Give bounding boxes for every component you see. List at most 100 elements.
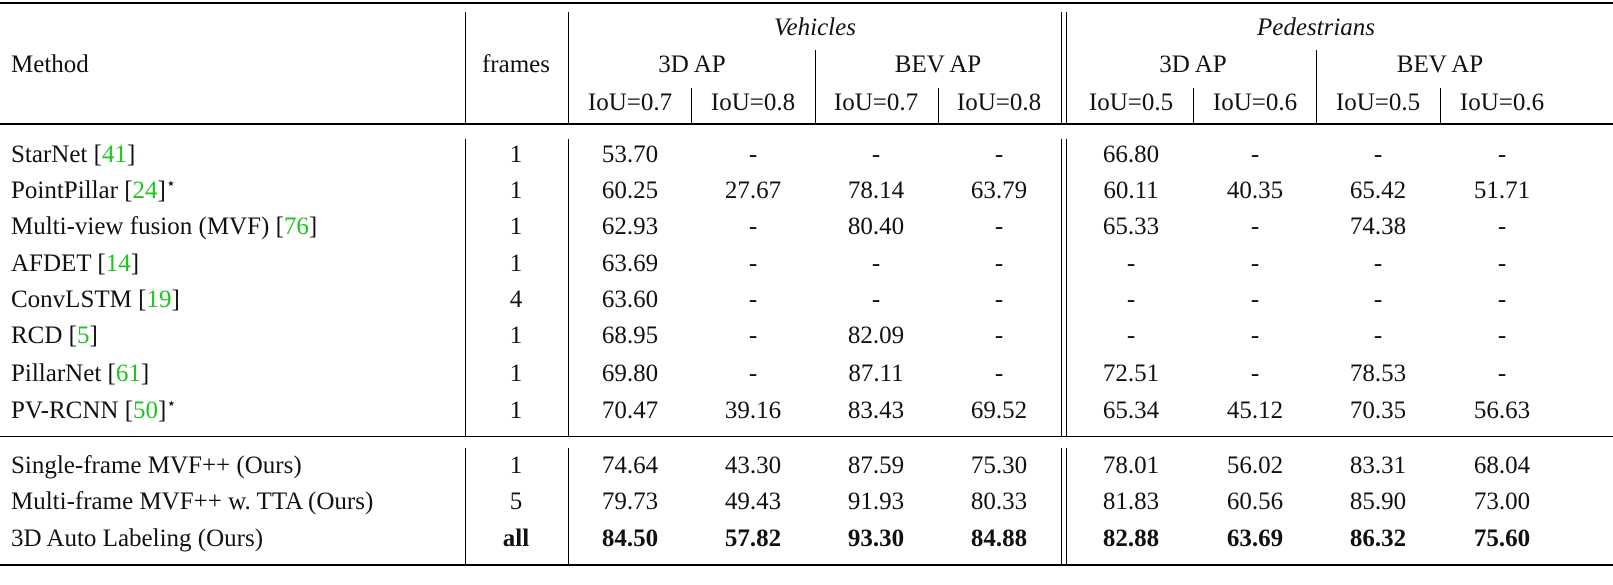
method-label: ConvLSTM [ (11, 286, 147, 313)
metric-cell: 82.88 (1102, 525, 1160, 552)
metric-cell: 69.80 (601, 360, 659, 387)
metric-cell: - (1373, 322, 1383, 349)
citation-bracket: ] (130, 250, 140, 277)
metric-cell: 75.60 (1473, 525, 1531, 552)
section-rule (0, 436, 1613, 437)
frames-cell: 5 (509, 488, 523, 515)
metric-cell: 87.59 (847, 452, 905, 479)
metric-cell: 78.53 (1349, 360, 1407, 387)
citation-bracket: ] (126, 141, 136, 168)
method-name: Multi-view fusion (MVF) [76] (11, 212, 317, 242)
metric-cell: - (1373, 250, 1383, 277)
method-label: Multi-view fusion (MVF) [ (11, 213, 284, 240)
metric-cell: 80.33 (970, 488, 1028, 515)
frames-cell: 1 (509, 322, 523, 349)
metric-cell: - (1250, 213, 1260, 240)
metric-cell: 82.09 (847, 322, 905, 349)
metric-cell: - (1250, 286, 1260, 313)
header-divider (1193, 88, 1194, 123)
metric-cell: - (1126, 250, 1136, 277)
metric-cell: 49.43 (724, 488, 782, 515)
metric-cell: 87.11 (848, 360, 904, 387)
metric-cell: - (1126, 286, 1136, 313)
metric-cell: 68.04 (1473, 452, 1531, 479)
metric-cell: - (748, 250, 758, 277)
method-name: StarNet [41] (11, 140, 135, 170)
metric-cell: - (748, 360, 758, 387)
metric-cell: 60.56 (1226, 488, 1284, 515)
metric-cell: 91.93 (847, 488, 905, 515)
metric-cell: - (1250, 322, 1260, 349)
iou-header: IoU=0.8 (956, 89, 1042, 116)
citation-ref: 61 (115, 360, 141, 387)
iou-header: IoU=0.5 (1088, 89, 1174, 116)
metric-cell: 65.42 (1349, 177, 1407, 204)
method-name: 3D Auto Labeling (Ours) (11, 524, 263, 554)
pedestrians-header: Pedestrians (1256, 14, 1376, 41)
method-name: RCD [5] (11, 321, 98, 351)
metric-cell: - (1250, 360, 1260, 387)
frames-cell: all (502, 525, 530, 552)
method-label: StarNet [ (11, 141, 102, 168)
bottom-rule (0, 564, 1613, 566)
iou-header: IoU=0.7 (833, 89, 919, 116)
frames-cell: 1 (509, 213, 523, 240)
column-divider (568, 139, 569, 436)
metric-cell: 93.30 (847, 525, 905, 552)
citation-ref: 41 (101, 141, 127, 168)
iou-header: IoU=0.5 (1335, 89, 1421, 116)
column-divider (465, 139, 466, 436)
column-divider (1066, 448, 1067, 564)
metric-cell: - (871, 286, 881, 313)
frames-cell: 1 (509, 452, 523, 479)
column-divider (568, 12, 569, 123)
frames-cell: 1 (509, 250, 523, 277)
vehicles-bev-ap-header: BEV AP (894, 51, 982, 78)
frames-header: frames (481, 51, 551, 78)
metric-cell: - (994, 141, 1004, 168)
column-divider (1066, 12, 1067, 123)
column-divider (1061, 448, 1062, 564)
iou-header: IoU=0.8 (710, 89, 796, 116)
method-name: Multi-frame MVF++ w. TTA (Ours) (11, 487, 373, 517)
method-label: PV-RCNN [ (11, 397, 134, 424)
metric-cell: - (994, 250, 1004, 277)
metric-cell: 63.79 (970, 177, 1028, 204)
metric-cell: - (748, 213, 758, 240)
method-name: AFDET [14] (11, 249, 139, 279)
metric-cell: 84.50 (601, 525, 659, 552)
column-divider (1061, 139, 1062, 436)
metric-cell: 40.35 (1226, 177, 1284, 204)
metric-cell: - (748, 286, 758, 313)
metric-cell: 84.88 (970, 525, 1028, 552)
method-label: Single-frame MVF++ (Ours) (11, 452, 302, 479)
metric-cell: - (994, 286, 1004, 313)
citation-ref: 14 (105, 250, 131, 277)
metric-cell: 79.73 (601, 488, 659, 515)
column-divider (1061, 12, 1062, 123)
frames-cell: 4 (509, 286, 523, 313)
method-name: PillarNet [61] (11, 359, 149, 389)
header-divider (815, 50, 816, 123)
method-label: 3D Auto Labeling (Ours) (11, 525, 264, 552)
method-name: PointPillar [24]⋆ (11, 176, 176, 206)
header-divider (938, 88, 939, 123)
metric-cell: 63.69 (601, 250, 659, 277)
frames-cell: 1 (509, 177, 523, 204)
pedestrians-bev-ap-header: BEV AP (1396, 51, 1484, 78)
method-header: Method (11, 51, 89, 78)
metric-cell: 85.90 (1349, 488, 1407, 515)
metric-cell: - (994, 322, 1004, 349)
method-label: RCD [ (11, 322, 77, 349)
metric-cell: - (1373, 286, 1383, 313)
metric-cell: 65.33 (1102, 213, 1160, 240)
top-rule (0, 2, 1613, 4)
metric-cell: 78.14 (847, 177, 905, 204)
citation-bracket: ] (308, 213, 318, 240)
header-divider (1316, 50, 1317, 123)
citation-ref: 19 (146, 286, 172, 313)
metric-cell: 63.60 (601, 286, 659, 313)
metric-cell: 78.01 (1102, 452, 1160, 479)
metric-cell: 45.12 (1226, 397, 1284, 424)
metric-cell: - (1497, 141, 1507, 168)
